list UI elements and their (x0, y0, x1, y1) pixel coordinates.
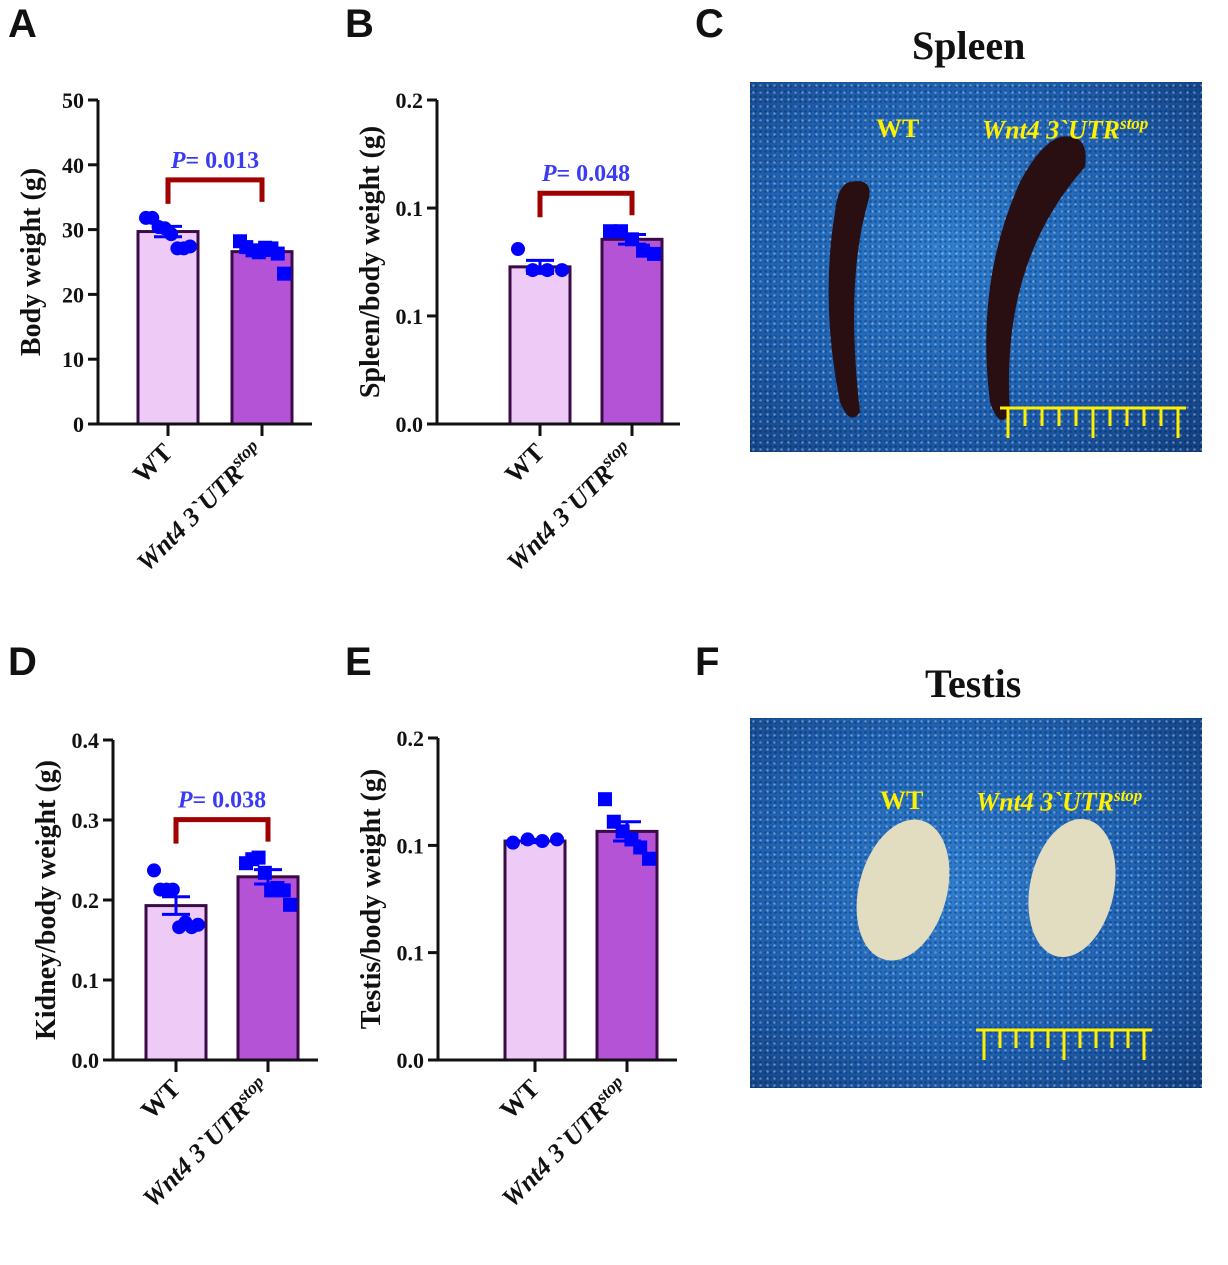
bar-wt (508, 265, 572, 426)
y-axis-label: Testis/body weight (g) (356, 769, 387, 1029)
significance-bracket (537, 190, 635, 218)
mut-spleen (986, 136, 1086, 420)
data-point-mutant (277, 266, 291, 281)
y-tick-label: 40 (62, 153, 84, 178)
significance-bracket (173, 817, 271, 844)
data-point-wt (540, 263, 555, 278)
significance-bracket (165, 177, 265, 204)
y-axis-label: Kidney/body weight (g) (31, 760, 62, 1040)
data-point-wt (506, 835, 520, 850)
y-tick-label: 30 (62, 218, 84, 243)
y-tick-label: 0.1 (396, 304, 424, 329)
data-point-mutant (642, 851, 656, 866)
data-point-wt (525, 263, 540, 278)
bar-mutant (600, 237, 664, 426)
data-point-mutant (251, 850, 266, 865)
p-value-label: P= 0.013 (170, 148, 259, 174)
data-point-wt (191, 917, 205, 932)
spleen-mut-label: Wnt4 3`UTRstop (982, 114, 1149, 145)
y-tick-label: 0.2 (397, 726, 425, 751)
data-point-mutant (625, 232, 639, 247)
y-tick-label: 0.1 (397, 833, 425, 858)
y-tick-label: 20 (62, 282, 84, 307)
y-axis-label: Body weight (g) (16, 168, 47, 356)
data-point-wt (535, 834, 550, 849)
y-tick-label: 0.0 (396, 412, 424, 437)
data-point-mutant (598, 792, 612, 807)
data-point-wt (164, 227, 179, 242)
y-tick-label: 50 (62, 88, 84, 113)
testis-mut-label: Wnt4 3`UTRstop (976, 786, 1143, 817)
x-label-wt: WT (135, 1074, 186, 1125)
data-point-mutant (603, 224, 617, 239)
data-point-mutant (647, 246, 661, 261)
testis-title: Testis (925, 661, 1022, 706)
spleen-wt-label: WT (876, 114, 920, 143)
data-point-mutant (257, 865, 272, 880)
y-tick-label: 0.1 (397, 941, 425, 966)
panel-label-b: B (345, 2, 374, 46)
data-point-wt (183, 239, 197, 254)
wt-testis (856, 819, 950, 961)
data-point-wt (520, 832, 535, 847)
x-label-wt: WT (499, 438, 550, 489)
data-point-mutant (636, 243, 650, 258)
y-tick-label: 10 (62, 347, 84, 372)
data-point-mutant (270, 246, 285, 261)
data-point-mutant (283, 897, 297, 912)
data-point-wt (147, 863, 161, 878)
data-point-mutant (614, 224, 628, 239)
p-value-label: P= 0.048 (541, 161, 630, 187)
bar-wt (136, 230, 200, 426)
scale-bar (1000, 406, 1186, 438)
y-tick-label: 0 (73, 412, 84, 437)
panel-label-c: C (695, 2, 724, 46)
panel-label-f: F (695, 640, 720, 684)
wt-spleen (828, 181, 870, 418)
mut-testis (1028, 818, 1116, 958)
panel-label-e: E (345, 640, 372, 684)
data-point-wt (165, 882, 180, 897)
y-tick-label: 0.3 (72, 808, 100, 833)
data-point-wt (511, 242, 525, 257)
spleen-photo: WT Wnt4 3`UTRstop (750, 82, 1202, 452)
x-label-wt: WT (494, 1074, 545, 1125)
y-tick-label: 0.2 (72, 888, 100, 913)
spleen-title: Spleen (912, 23, 1026, 68)
y-tick-label: 0.4 (72, 728, 100, 753)
data-point-mutant (276, 883, 291, 898)
y-tick-label: 0.2 (396, 88, 424, 113)
bar-wt (503, 839, 567, 1062)
data-point-wt (555, 263, 569, 278)
data-point-mutant (633, 840, 648, 855)
p-value-label: P= 0.038 (177, 788, 266, 814)
panel-label-d: D (8, 640, 37, 684)
y-axis-label: Spleen/body weight (g) (355, 126, 386, 398)
testis-photo: WT Wnt4 3`UTRstop (750, 718, 1202, 1088)
testis-wt-label: WT (880, 786, 924, 815)
y-tick-label: 0.0 (72, 1048, 100, 1073)
y-tick-label: 0.1 (72, 968, 100, 993)
y-tick-label: 0.0 (397, 1048, 425, 1073)
panel-label-a: A (8, 2, 37, 46)
data-point-wt (550, 832, 564, 847)
scale-bar (976, 1028, 1152, 1060)
y-tick-label: 0.1 (396, 196, 424, 221)
x-label-wt: WT (127, 438, 178, 489)
